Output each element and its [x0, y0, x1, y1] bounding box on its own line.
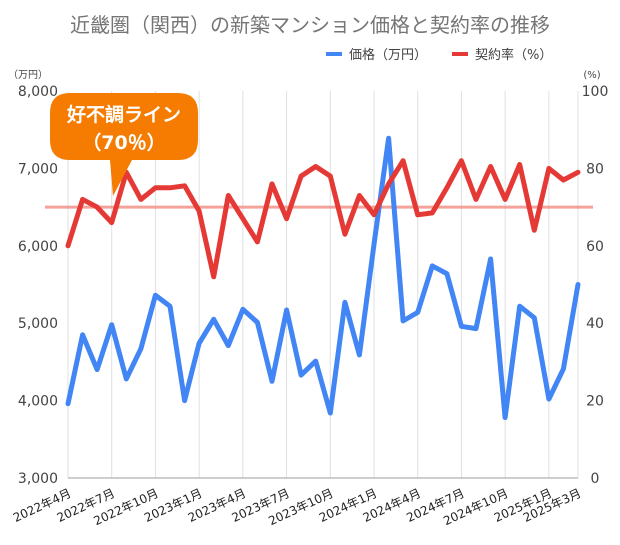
callout: 好不調ライン （70％）	[50, 93, 198, 196]
callout-line-1: 好不調ライン	[66, 103, 181, 126]
y-right-tick-label: 100	[582, 84, 609, 100]
chart-title: 近畿圏（関西）の新築マンション価格と契約率の推移	[70, 13, 550, 37]
callout-bubble	[50, 93, 198, 196]
y-left-tick-label: 4,000	[18, 394, 58, 410]
y-axis-right: 0 20 40 60 80 100	[582, 84, 609, 487]
legend: 価格（万円） 契約率（%）	[326, 47, 552, 63]
y-left-tick-label: 6,000	[18, 239, 58, 255]
legend-label-rate: 契約率（%）	[475, 47, 552, 63]
legend-swatch-rate	[452, 52, 468, 56]
y-right-tick-label: 60	[586, 239, 604, 255]
y-axis-left: 3,000 4,000 5,000 6,000 7,000 8,000	[18, 84, 58, 487]
series-line-price	[65, 135, 581, 421]
y-right-tick-label: 0	[591, 471, 600, 487]
callout-line-2: （70％）	[82, 131, 165, 154]
legend-label-price: 価格（万円）	[349, 47, 427, 63]
x-axis: 2022年4月2022年7月2022年10月2023年1月2023年4月2023…	[11, 486, 583, 528]
series-group	[65, 135, 581, 421]
y-right-unit: (%)	[583, 70, 600, 81]
y-left-tick-label: 3,000	[18, 471, 58, 487]
series-line-rate	[65, 158, 581, 280]
y-left-unit: （万円）	[8, 69, 48, 81]
y-left-tick-label: 7,000	[18, 161, 58, 177]
y-right-tick-label: 80	[586, 161, 604, 177]
y-right-tick-label: 40	[586, 316, 604, 332]
legend-swatch-price	[326, 52, 342, 56]
y-left-tick-label: 8,000	[18, 84, 58, 100]
y-left-tick-label: 5,000	[18, 316, 58, 332]
y-right-tick-label: 20	[586, 394, 604, 410]
